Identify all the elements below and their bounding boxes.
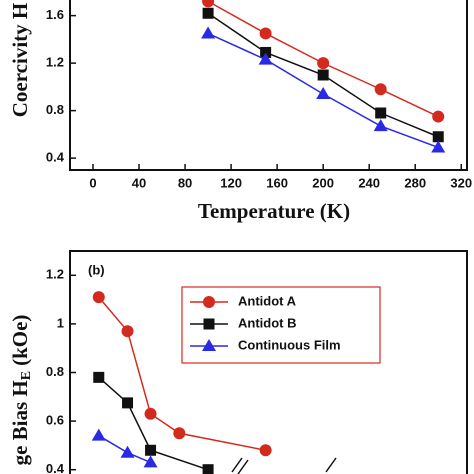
marker <box>92 291 105 304</box>
marker <box>93 371 105 383</box>
y-axis-label: ge Bias HE (kOe) <box>8 315 34 466</box>
marker <box>260 46 272 58</box>
marker <box>203 296 215 308</box>
x-tick-label: 240 <box>358 175 380 190</box>
y-tick-label: 0.8 <box>46 102 64 117</box>
x-tick-label: 80 <box>178 175 192 190</box>
marker <box>202 7 214 19</box>
plot-area <box>91 291 272 474</box>
y-tick-label: 1.2 <box>46 267 64 282</box>
marker <box>432 110 445 123</box>
marker <box>202 339 216 351</box>
marker <box>202 464 214 474</box>
y-tick-label: 0.6 <box>46 413 64 428</box>
axis-break <box>231 457 337 474</box>
legend-label: Antidot A <box>238 293 297 308</box>
y-tick-label: 1 <box>57 315 64 330</box>
panel-label: (b) <box>88 262 105 277</box>
marker <box>374 83 387 96</box>
plot-area <box>201 0 446 153</box>
marker <box>121 325 134 338</box>
y-axis-label-sub: E <box>19 371 34 380</box>
marker <box>316 87 331 99</box>
x-tick-label: 280 <box>404 175 426 190</box>
marker <box>203 318 215 330</box>
marker <box>201 26 216 39</box>
legend-label: Antidot B <box>238 315 296 330</box>
marker <box>122 397 134 409</box>
y-axis-label-unit: (kOe) <box>8 315 32 366</box>
y-axis-label: Coercivity H <box>8 3 32 118</box>
marker <box>317 57 330 70</box>
y-tick-label: 0.4 <box>46 150 65 165</box>
plot-frame <box>69 0 468 171</box>
marker <box>202 0 215 8</box>
marker <box>375 107 387 119</box>
marker <box>259 27 272 40</box>
y-tick-label: 0.8 <box>46 364 64 379</box>
x-axis-label: Temperature (K) <box>198 199 350 223</box>
marker <box>432 131 444 143</box>
x-tick-label: 160 <box>266 175 288 190</box>
marker <box>91 428 106 441</box>
legend-label: Continuous Film <box>238 337 341 352</box>
x-tick-label: 0 <box>89 175 96 190</box>
y-axis-label-text: ge Bias H <box>8 380 32 465</box>
marker <box>120 445 135 458</box>
x-tick-label: 40 <box>132 175 146 190</box>
x-tick-label: 200 <box>312 175 334 190</box>
marker <box>145 444 157 456</box>
y-tick-label: 1.2 <box>46 55 64 70</box>
x-tick-label: 120 <box>220 175 242 190</box>
marker <box>373 119 388 132</box>
y-tick-label: 1.6 <box>46 7 64 22</box>
marker <box>317 69 329 81</box>
marker <box>259 444 272 457</box>
series-line <box>98 435 151 464</box>
x-tick-label: 320 <box>450 175 472 190</box>
y-tick-label: 0.4 <box>46 461 65 474</box>
marker <box>173 427 186 440</box>
series-line <box>98 376 209 471</box>
marker <box>144 407 157 420</box>
marker <box>143 455 158 468</box>
marker <box>431 140 446 153</box>
marker <box>258 52 273 65</box>
